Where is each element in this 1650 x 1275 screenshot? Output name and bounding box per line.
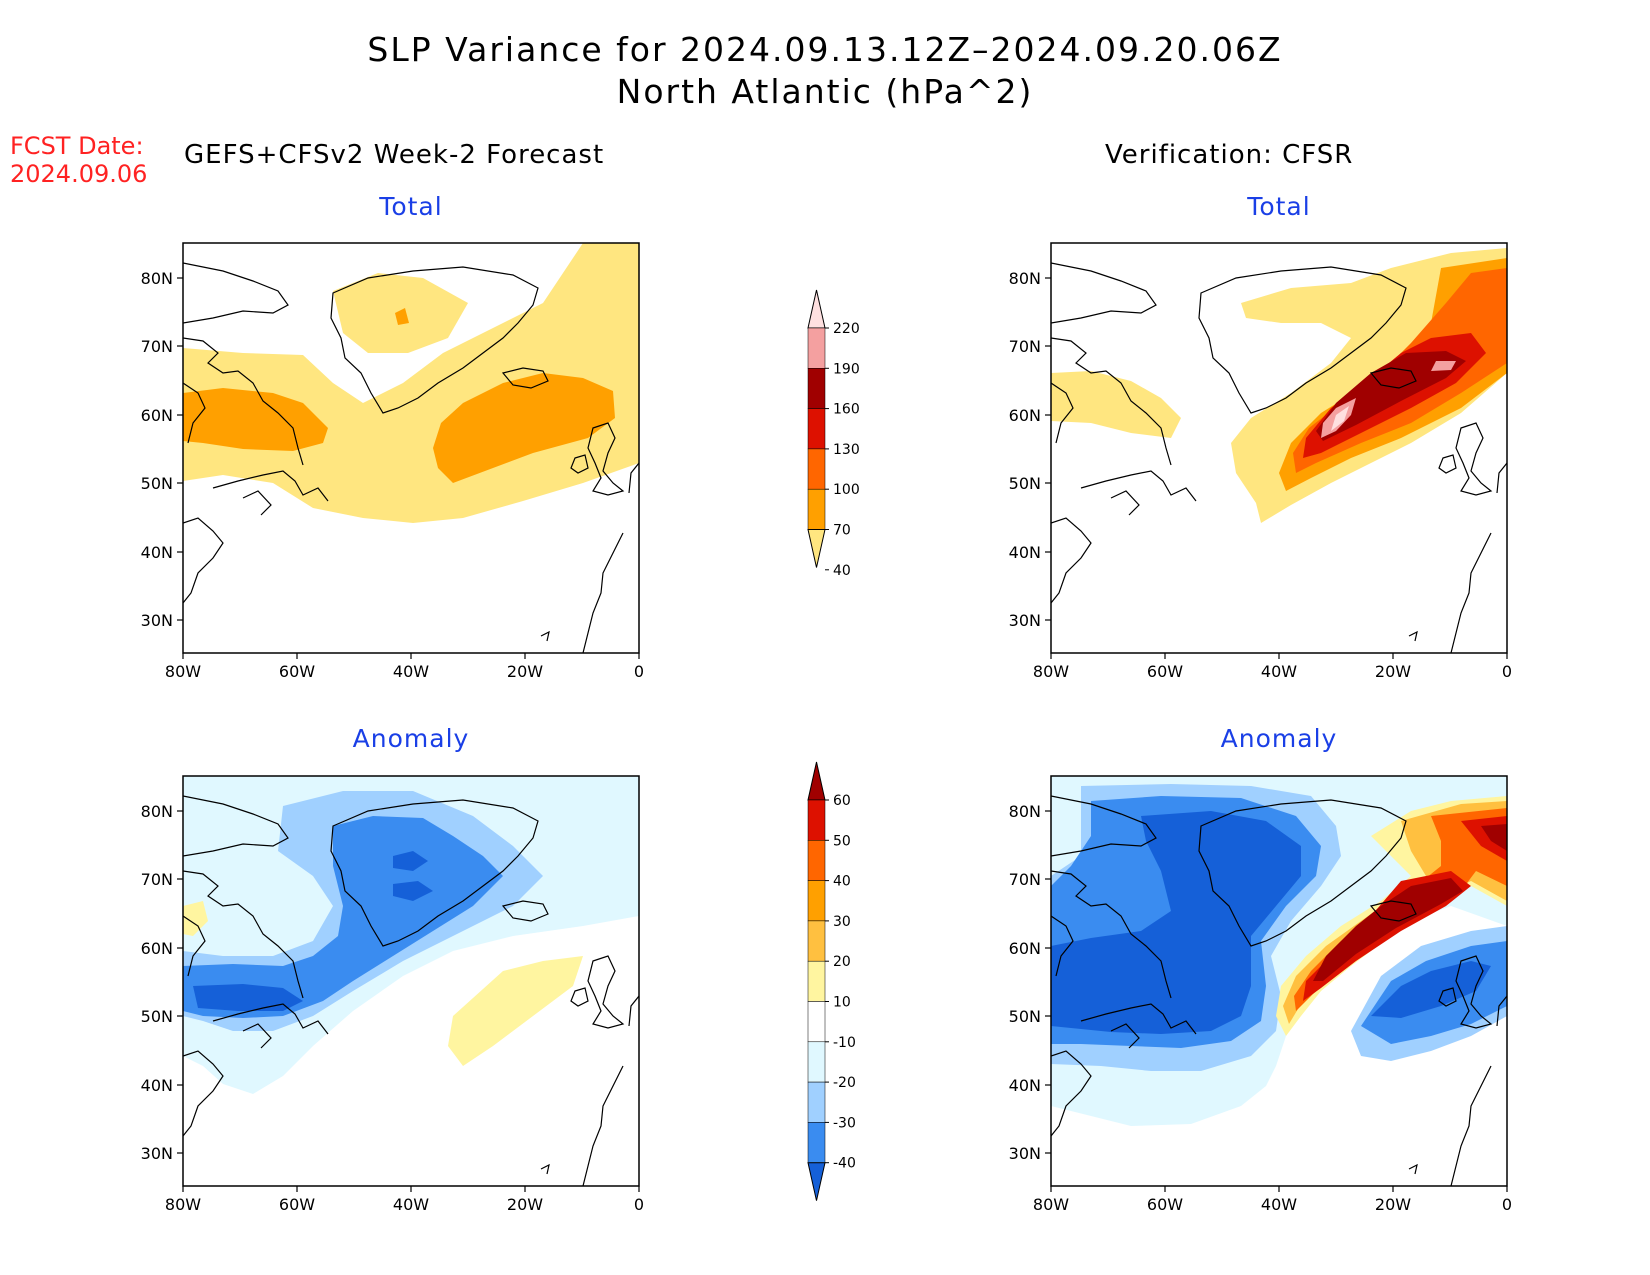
colorbar-label: 40 xyxy=(833,563,851,579)
colorbar-label: 20 xyxy=(833,954,851,970)
fcst-date-label: FCST Date: xyxy=(10,132,144,160)
colorbar-label: -40 xyxy=(833,1156,856,1172)
lon-tick-label: 40W xyxy=(393,1195,429,1214)
lon-tick-label: 80W xyxy=(165,662,201,681)
lon-tick-label: 0 xyxy=(634,1195,644,1214)
colorbar-swatch xyxy=(807,799,826,841)
lon-tick-label: 60W xyxy=(1147,1195,1183,1214)
lat-tick-label: 30N xyxy=(141,1144,173,1163)
lon-tick-label: 20W xyxy=(507,1195,543,1214)
lat-tick-label: 30N xyxy=(1009,611,1041,630)
colorbar-total: 220 190 160 130 100 70 40 xyxy=(807,289,860,579)
lat-tick-label: 70N xyxy=(141,337,173,356)
forecast-column-title: GEFS+CFSv2 Week-2 Forecast xyxy=(184,140,605,170)
lon-tick-label: 20W xyxy=(507,662,543,681)
figure-title-line2: North Atlantic (hPa^2) xyxy=(616,72,1034,111)
colorbar-label: 100 xyxy=(833,482,860,498)
colorbar-swatch xyxy=(807,960,826,1002)
lon-tick-label: 80W xyxy=(165,1195,201,1214)
colorbar-swatch xyxy=(807,448,826,490)
lat-tick-label: 30N xyxy=(141,611,173,630)
lat-tick-label: 80N xyxy=(141,269,173,288)
colorbar-label: 30 xyxy=(833,914,851,930)
panel-title-bottom-left: Anomaly xyxy=(352,724,470,753)
colorbar-label: 130 xyxy=(833,442,860,458)
lat-tick-label: 70N xyxy=(1009,337,1041,356)
lat-tick-label: 50N xyxy=(1009,1007,1041,1026)
lon-tick-label: 0 xyxy=(1502,662,1512,681)
panel-title-top-left: Total xyxy=(379,192,443,221)
lat-tick-label: 40N xyxy=(1009,543,1041,562)
colorbar-swatch xyxy=(807,1081,826,1123)
map-panel-forecast-anomaly xyxy=(182,775,640,1187)
lat-tick-label: 60N xyxy=(141,406,173,425)
panel-title-top-right: Total xyxy=(1247,192,1311,221)
lat-tick-label: 30N xyxy=(1009,1144,1041,1163)
colorbar-label: 220 xyxy=(833,321,860,337)
colorbar-label: -20 xyxy=(833,1075,856,1091)
lon-tick-label: 60W xyxy=(279,1195,315,1214)
colorbar-label: 10 xyxy=(833,995,851,1011)
colorbar-label: 40 xyxy=(833,874,851,890)
colorbar-label: 60 xyxy=(833,793,851,809)
colorbar-upper-extension xyxy=(807,761,826,801)
lon-tick-label: 0 xyxy=(1502,1195,1512,1214)
map-panel-verification-anomaly xyxy=(1050,775,1508,1187)
map-panel-verification-total xyxy=(1050,242,1508,654)
colorbar-label: 190 xyxy=(833,361,860,377)
colorbar-label: 70 xyxy=(833,523,851,539)
colorbar-upper-extension xyxy=(807,289,826,329)
lat-tick-label: 70N xyxy=(1009,870,1041,889)
lat-tick-label: 80N xyxy=(1009,802,1041,821)
colorbar-label: 160 xyxy=(833,402,860,418)
panel-title-bottom-right: Anomaly xyxy=(1220,724,1338,753)
lon-tick-label: 40W xyxy=(1261,662,1297,681)
lon-tick-label: 0 xyxy=(634,662,644,681)
lon-tick-label: 80W xyxy=(1033,1195,1069,1214)
colorbar-lower-extension xyxy=(807,1162,826,1201)
colorbar-swatch xyxy=(807,1001,826,1043)
lat-tick-label: 40N xyxy=(1009,1076,1041,1095)
colorbar-label: 50 xyxy=(833,833,851,849)
verification-column-title: Verification: CFSR xyxy=(1105,140,1354,170)
colorbar-swatch xyxy=(807,327,826,369)
lon-tick-label: 60W xyxy=(279,662,315,681)
colorbar-anomaly: 60 50 40 30 20 10 -10 -20 -30 -40 xyxy=(807,761,856,1201)
lat-tick-label: 60N xyxy=(1009,406,1041,425)
colorbar-swatch xyxy=(807,368,826,409)
colorbar-label: -30 xyxy=(833,1115,856,1131)
map-axes: 80N 70N 60N 50N 40N 30N 80W 60W 40W 20W 0 80N 70N 60N… xyxy=(141,269,1512,1214)
lon-tick-label: 20W xyxy=(1375,1195,1411,1214)
lat-tick-label: 60N xyxy=(1009,939,1041,958)
lat-tick-label: 50N xyxy=(141,474,173,493)
colorbar-swatch xyxy=(807,1122,826,1163)
lat-tick-label: 50N xyxy=(141,1007,173,1026)
map-panel-forecast-total xyxy=(182,242,640,654)
lat-tick-label: 60N xyxy=(141,939,173,958)
lat-tick-label: 50N xyxy=(1009,474,1041,493)
colorbar-swatch xyxy=(807,840,826,881)
lat-tick-label: 80N xyxy=(1009,269,1041,288)
figure-title-line1: SLP Variance for 2024.09.13.12Z–2024.09.… xyxy=(367,30,1283,69)
lon-tick-label: 60W xyxy=(1147,662,1183,681)
lat-tick-label: 40N xyxy=(141,543,173,562)
lon-tick-label: 20W xyxy=(1375,662,1411,681)
lat-tick-label: 40N xyxy=(141,1076,173,1095)
colorbar-swatch xyxy=(807,488,826,530)
lat-tick-label: 80N xyxy=(141,802,173,821)
colorbar-swatch xyxy=(807,920,826,962)
colorbar-swatch xyxy=(807,408,826,450)
lon-tick-label: 40W xyxy=(1261,1195,1297,1214)
fcst-date-value: 2024.09.06 xyxy=(10,160,148,188)
lon-tick-label: 40W xyxy=(393,662,429,681)
colorbar-label: -10 xyxy=(833,1035,856,1051)
colorbar-swatch xyxy=(807,880,826,922)
lon-tick-label: 80W xyxy=(1033,662,1069,681)
colorbar-swatch xyxy=(807,1041,826,1083)
colorbar-lower-extension xyxy=(807,529,826,568)
lat-tick-label: 70N xyxy=(141,870,173,889)
